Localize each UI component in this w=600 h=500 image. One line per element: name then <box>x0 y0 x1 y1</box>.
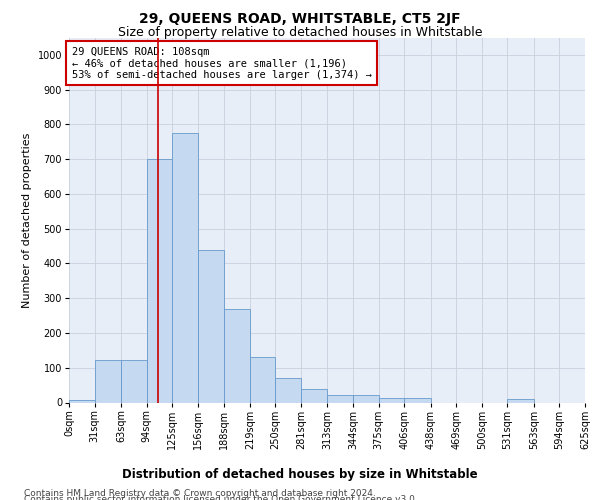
Text: Distribution of detached houses by size in Whitstable: Distribution of detached houses by size … <box>122 468 478 481</box>
Bar <box>69 400 95 402</box>
Text: 29, QUEENS ROAD, WHITSTABLE, CT5 2JF: 29, QUEENS ROAD, WHITSTABLE, CT5 2JF <box>139 12 461 26</box>
Bar <box>121 360 146 403</box>
Bar <box>404 398 431 402</box>
Y-axis label: Number of detached properties: Number of detached properties <box>22 132 32 308</box>
Bar <box>172 133 198 402</box>
Bar <box>275 378 301 402</box>
Text: Contains public sector information licensed under the Open Government Licence v3: Contains public sector information licen… <box>24 495 418 500</box>
Bar <box>250 358 275 403</box>
Bar <box>146 159 172 402</box>
Bar <box>95 360 121 403</box>
Bar <box>328 395 353 402</box>
Text: 29 QUEENS ROAD: 108sqm
← 46% of detached houses are smaller (1,196)
53% of semi-: 29 QUEENS ROAD: 108sqm ← 46% of detached… <box>71 46 371 80</box>
Bar <box>379 398 404 402</box>
Text: Contains HM Land Registry data © Crown copyright and database right 2024.: Contains HM Land Registry data © Crown c… <box>24 489 376 498</box>
Bar <box>301 390 328 402</box>
Text: Size of property relative to detached houses in Whitstable: Size of property relative to detached ho… <box>118 26 482 39</box>
Bar <box>224 308 250 402</box>
Bar <box>508 399 534 402</box>
Bar <box>353 395 379 402</box>
Bar <box>198 250 224 402</box>
